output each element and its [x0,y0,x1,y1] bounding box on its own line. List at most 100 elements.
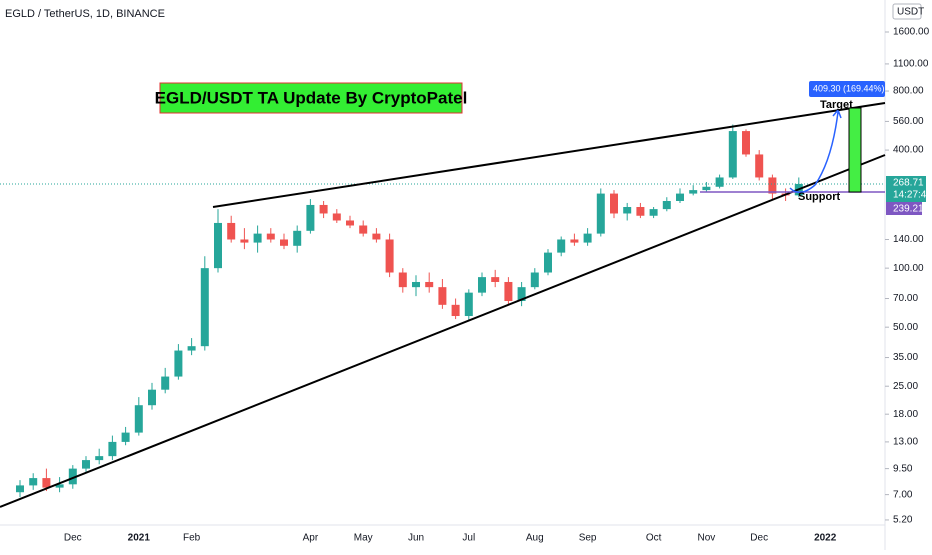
candle-body [438,287,447,305]
candle-body [570,239,579,243]
candle-body [689,190,698,194]
candle-body [372,233,381,240]
x-tick-label: May [354,533,373,544]
y-tick-label: 13.00 [893,437,918,448]
x-tick-label: Jul [462,533,475,544]
x-tick-label: 2022 [814,533,837,544]
y-tick-label: 140.00 [893,234,924,245]
x-tick-label: Feb [183,533,201,544]
candle-body [636,207,645,216]
candle-body [253,233,262,243]
y-tick-label: 25.00 [893,381,918,392]
banner-text: EGLD/USDT TA Update By CryptoPatel [155,88,468,107]
support-label: Support [798,191,840,203]
candle-body [715,177,724,187]
candle-body [148,389,156,406]
candle-body [95,456,104,461]
candle-body [82,460,90,469]
candle-body [121,432,130,442]
candle-body [491,277,500,282]
candle-body [596,193,605,234]
y-tick-label: 7.00 [893,489,913,500]
lower-trendline [0,154,886,508]
candles [16,124,803,498]
candle-body [623,207,632,214]
candle-body [319,204,328,214]
symbol-title: EGLD / TetherUS, 1D, BINANCE [5,8,165,20]
candle-body [227,222,236,240]
x-tick-label: Sep [579,533,597,544]
upper-trendline [212,102,886,208]
candle-body [293,230,302,246]
candle-body [583,233,592,243]
measure-label: 409.30 (169.44%) 40 [813,83,897,93]
candle-body [530,272,539,288]
arrow-head [832,108,842,119]
last-price-box [886,176,926,202]
candle-body [504,281,513,301]
support-price: 239.21 [893,204,924,215]
target-range [848,107,862,193]
candle-body [464,292,473,317]
candle-body [702,186,711,191]
candle-body [662,200,671,210]
candle-body [306,204,315,231]
candle-body [742,131,750,155]
candle-body [240,239,249,243]
candle-body [55,484,64,488]
y-tick-label: 800.00 [893,86,924,97]
y-tick-label: 1600.00 [893,27,930,38]
candle-body [676,193,684,201]
candle-body [610,193,618,214]
banner-box [159,82,463,114]
candle-body [174,350,183,377]
candle-body [161,376,170,390]
last-price: 268.71 [893,178,924,189]
y-tick-label: 5.20 [893,515,913,526]
x-tick-label: Aug [526,533,544,544]
x-tick-label: Jun [408,533,424,544]
y-tick-label: 50.00 [893,322,918,333]
candle-body [346,220,354,226]
x-tick-label: 2021 [128,533,151,544]
measure-box [809,81,885,97]
candle-body [187,346,196,351]
candle-body [134,405,143,433]
candle-body [266,233,275,240]
candle-body [451,304,460,317]
candle-body [29,478,38,486]
candle-body [214,222,222,269]
y-tick-label: 100.00 [893,263,924,274]
projection-arrow [789,111,839,194]
candle-body [398,272,407,288]
x-tick-label: Nov [698,533,716,544]
y-tick-label: 35.00 [893,352,918,363]
y-tick-label: 9.50 [893,463,913,474]
candle-body [755,154,764,178]
candle-body [649,209,658,216]
candle-body [280,239,288,246]
candle-body [544,252,552,273]
candle-body [16,485,24,493]
y-tick-label: 560.00 [893,116,924,127]
x-tick-label: Dec [64,533,82,544]
support-price-box [886,202,922,215]
candle-body [332,213,341,221]
candle-body [425,281,434,288]
candle-body [412,281,420,288]
candle-body [108,441,117,457]
x-tick-label: Apr [303,533,319,544]
candle-body [68,468,77,485]
countdown: 14:27:43 [893,190,932,201]
candle-body [42,478,51,488]
candle-body [385,239,394,273]
x-tick-label: Oct [646,533,662,544]
y-tick-label: 400.00 [893,145,924,156]
y-tick-label: 1100.00 [893,59,929,70]
candle-body [200,268,209,347]
currency-badge [892,3,922,20]
candle-body [478,277,486,293]
candle-body [517,287,526,301]
